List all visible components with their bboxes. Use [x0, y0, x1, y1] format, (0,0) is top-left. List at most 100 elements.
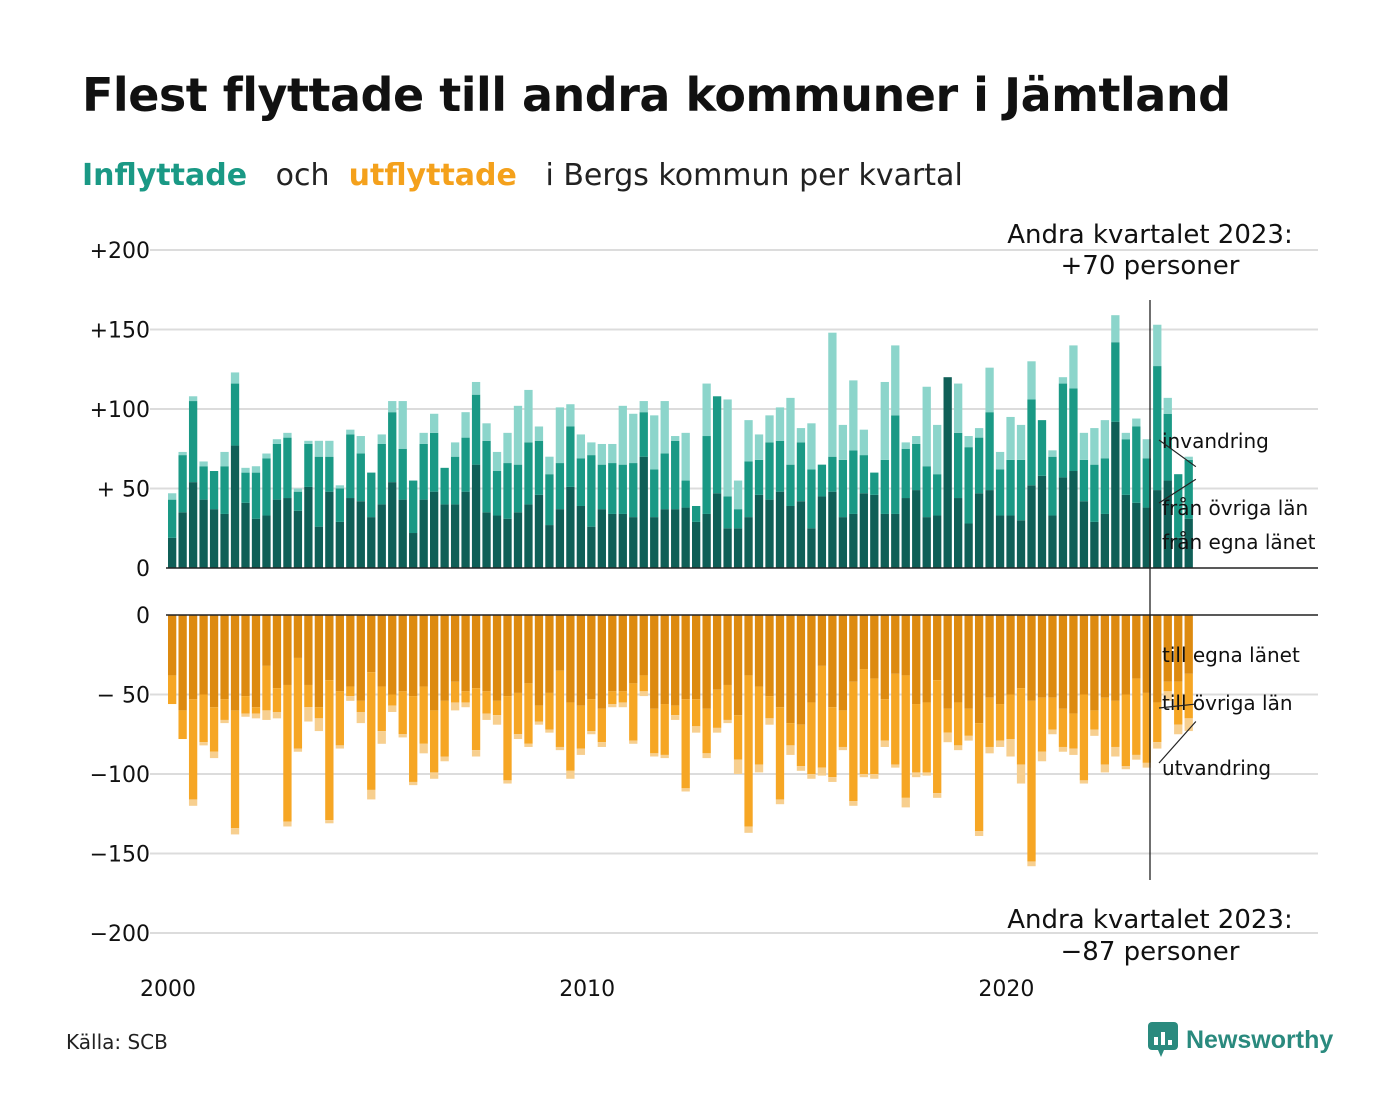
bar-out-emigration [744, 826, 753, 833]
source-note: Källa: SCB [66, 1030, 168, 1054]
bar-out-other-counties [912, 704, 921, 773]
bar-in-own-county [262, 515, 271, 568]
bar-out-other-counties [398, 691, 407, 735]
bar-out-other-counties [765, 696, 774, 719]
bar-in-other-counties [545, 474, 554, 526]
bar-in-own-county [733, 528, 743, 568]
bar-out-emigration [325, 820, 334, 824]
bar-in-other-counties [650, 469, 659, 518]
bar-in-immigration [629, 413, 638, 464]
bar-out-own-county [1027, 615, 1036, 701]
bar-out-other-counties [461, 691, 470, 703]
bar-out-own-county [597, 615, 606, 709]
newsworthy-logo[interactable]: Newsworthy [1148, 1022, 1333, 1058]
bar-out-other-counties [356, 700, 365, 712]
bar-in-own-county [178, 512, 187, 568]
bar-out-other-counties [325, 680, 334, 821]
ytick-bottom: −100 [90, 763, 150, 788]
bar-out-own-county [608, 615, 617, 692]
bar-out-emigration [440, 756, 449, 762]
bar-out-other-counties [230, 710, 240, 829]
bar-out-own-county [419, 615, 428, 687]
bar-out-emigration [304, 707, 313, 722]
bar-out-other-counties [692, 699, 701, 727]
bar-out-emigration [901, 797, 910, 808]
ytick-bottom: −150 [90, 843, 150, 868]
bar-in-other-counties [933, 474, 942, 516]
bar-out-own-county [1132, 615, 1141, 679]
bar-in-immigration [650, 415, 659, 470]
bar-out-own-county [409, 615, 418, 697]
bar-out-other-counties [786, 723, 795, 746]
bar-out-own-county [733, 615, 743, 716]
bar-in-other-counties [995, 469, 1005, 516]
bar-out-own-county [398, 615, 407, 692]
bar-in-immigration [744, 420, 753, 462]
bar-in-own-county [419, 499, 428, 568]
bar-out-emigration [388, 705, 397, 712]
bar-in-other-counties [639, 412, 648, 457]
bar-in-own-county [618, 513, 627, 568]
bar-in-other-counties [534, 440, 544, 495]
bar-in-own-county [838, 517, 848, 568]
bar-in-immigration [660, 401, 669, 454]
bar-in-other-counties [230, 383, 240, 446]
bar-in-other-counties [597, 464, 606, 510]
bar-in-other-counties [702, 436, 711, 514]
bar-in-own-county [943, 377, 952, 568]
bar-out-emigration [754, 764, 764, 773]
bar-out-own-county [985, 615, 994, 698]
bar-out-own-county [1058, 615, 1068, 709]
bar-in-other-counties [304, 443, 313, 487]
bar-out-own-county [838, 615, 848, 711]
bar-in-own-county [1153, 490, 1162, 568]
bar-in-immigration [1090, 428, 1099, 465]
bar-in-own-county [712, 493, 722, 568]
bar-out-emigration [1121, 766, 1130, 770]
bar-out-own-county [744, 615, 753, 676]
bar-in-other-counties [1058, 383, 1068, 478]
bar-out-other-counties [891, 673, 900, 765]
bar-in-own-county [629, 517, 638, 568]
bar-in-other-counties [922, 466, 931, 518]
bar-in-other-counties [1121, 439, 1130, 495]
bar-out-emigration [1100, 764, 1110, 773]
bar-in-own-county [702, 513, 711, 568]
bar-out-emigration [188, 799, 198, 806]
annotation-bottom-line2: −87 personer [1061, 937, 1240, 967]
bar-out-emigration [660, 754, 669, 759]
bar-out-own-county [1090, 615, 1099, 711]
bar-in-other-counties [587, 455, 596, 527]
bar-in-own-county [430, 491, 439, 568]
bar-in-immigration [513, 405, 523, 465]
bar-in-immigration [1079, 432, 1089, 460]
bar-out-other-counties [943, 708, 952, 733]
bar-out-emigration [629, 740, 638, 744]
bar-in-own-county [922, 517, 931, 568]
bar-in-other-counties [744, 461, 753, 518]
bar-out-own-county [1069, 615, 1078, 714]
bar-in-immigration [922, 386, 931, 467]
bar-out-other-counties [933, 680, 942, 794]
bar-out-own-county [1079, 615, 1089, 695]
bar-out-own-county [1016, 615, 1026, 689]
bar-in-own-county [1027, 485, 1036, 568]
bar-in-immigration [419, 432, 428, 444]
bar-in-other-counties [555, 463, 565, 510]
bar-out-emigration [587, 731, 596, 735]
bar-out-emigration [1027, 861, 1036, 867]
bar-in-own-county [555, 509, 565, 568]
bar-out-other-counties [639, 675, 648, 692]
bar-out-own-county [188, 615, 198, 700]
bar-in-own-county [660, 509, 669, 568]
bar-in-other-counties [1079, 459, 1089, 502]
bar-out-own-county [1111, 615, 1120, 701]
bar-out-own-county [503, 615, 512, 697]
bar-in-other-counties [576, 458, 586, 506]
bar-in-own-county [754, 494, 764, 568]
bar-out-own-county [272, 615, 282, 689]
bar-out-emigration [335, 745, 344, 749]
bar-in-other-counties [671, 440, 680, 510]
bar-in-other-counties [807, 469, 816, 529]
ytick-top: +200 [90, 239, 150, 264]
